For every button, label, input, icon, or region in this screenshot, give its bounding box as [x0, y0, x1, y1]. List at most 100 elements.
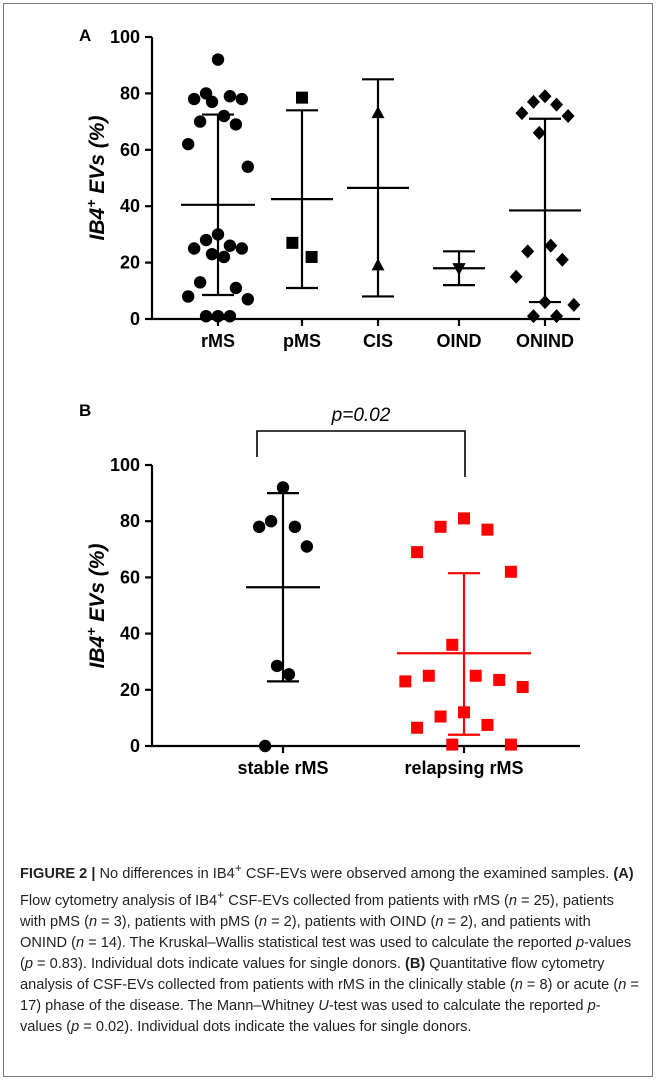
group-rms	[181, 53, 255, 323]
data-point	[561, 108, 575, 123]
figure-frame	[3, 3, 653, 1077]
data-point	[550, 97, 564, 112]
group-stable-rms	[246, 481, 320, 753]
data-point	[526, 309, 540, 324]
data-point	[399, 675, 412, 688]
panel-a-y-axis-title: IB4+ EVs (%)	[83, 116, 109, 241]
group-cis	[347, 78, 409, 298]
panel-b-marks	[246, 481, 531, 753]
panel-a-letter: A	[79, 26, 91, 45]
data-point	[305, 250, 318, 263]
data-point	[481, 523, 494, 536]
x-tick-label: stable rMS	[237, 758, 328, 778]
data-point	[411, 546, 424, 559]
y-tick-label: 80	[120, 511, 140, 531]
data-point	[481, 718, 494, 731]
y-tick-label: 0	[130, 309, 140, 329]
data-point	[509, 269, 523, 284]
data-point	[521, 244, 535, 259]
x-tick-label: ONIND	[516, 331, 574, 351]
data-point	[252, 520, 266, 534]
y-tick-label: 40	[120, 196, 140, 216]
y-tick-label: 20	[120, 253, 140, 273]
data-point	[516, 680, 529, 693]
data-point	[217, 109, 231, 123]
significance-bracket	[256, 430, 466, 477]
data-point	[469, 669, 482, 682]
data-point	[205, 247, 219, 261]
panel-a-marks	[181, 53, 581, 324]
data-point	[199, 233, 213, 247]
x-tick-label: CIS	[363, 331, 393, 351]
data-point	[211, 309, 225, 323]
group-relapsing-rms	[397, 512, 531, 751]
caption-title: FIGURE 2 |	[20, 865, 96, 882]
data-point	[538, 295, 552, 310]
data-point	[286, 236, 299, 249]
data-point	[371, 258, 385, 271]
y-tick-label: 0	[130, 736, 140, 756]
data-point	[532, 125, 546, 140]
data-point	[229, 281, 243, 295]
data-point	[235, 92, 249, 106]
data-point	[452, 263, 466, 276]
data-point	[264, 515, 278, 528]
data-point	[515, 106, 529, 121]
x-tick-label: rMS	[201, 331, 235, 351]
data-point	[199, 309, 213, 323]
data-point	[538, 89, 552, 104]
data-point	[223, 90, 237, 103]
data-point	[504, 738, 517, 751]
group-onind	[509, 89, 581, 324]
y-tick-label: 20	[120, 680, 140, 700]
x-tick-label: OIND	[437, 331, 482, 351]
data-point	[282, 668, 296, 681]
panel-b-letter: B	[79, 401, 91, 420]
y-tick-label: 60	[120, 567, 140, 587]
figure-caption: FIGURE 2 | No differences in IB4+ CSF-EV…	[20, 861, 639, 1036]
panel-b: B 0 20 40 60 80 100 stable rMS relapsing rMS IB…	[79, 401, 580, 778]
data-point	[422, 669, 435, 682]
data-point	[526, 94, 540, 109]
data-point	[270, 659, 284, 673]
p-value-annotation: p=0.02	[331, 405, 391, 426]
data-point	[555, 252, 569, 267]
data-point	[217, 250, 231, 264]
data-point	[550, 309, 564, 324]
data-point	[211, 53, 225, 66]
y-tick-label: 40	[120, 624, 140, 644]
data-point	[544, 238, 558, 253]
data-point	[187, 92, 201, 106]
data-point	[205, 95, 219, 109]
panel-a: A 0 20 40 60 80 100 rMS pMS CIS OIND ONIND IB4+ EV…	[79, 26, 581, 351]
data-point	[235, 242, 249, 255]
group-pms	[271, 91, 333, 290]
data-point	[223, 309, 237, 323]
caption-panel-b: (B)	[404, 956, 426, 973]
data-point	[371, 106, 385, 119]
data-point	[258, 739, 272, 753]
data-point	[288, 520, 302, 534]
data-point	[411, 721, 424, 734]
data-point	[223, 239, 237, 252]
y-tick-label: 80	[120, 83, 140, 103]
data-point	[193, 115, 207, 128]
data-point	[229, 118, 243, 131]
panel-b-axes: 0 20 40 60 80 100 stable rMS relapsing rMS	[110, 455, 580, 778]
data-point	[567, 297, 581, 312]
caption-panel-a: (A)	[613, 865, 634, 882]
data-point	[434, 520, 447, 533]
data-point	[187, 242, 201, 255]
group-oind	[433, 250, 485, 287]
data-point	[434, 710, 447, 723]
x-tick-label: relapsing rMS	[404, 758, 523, 778]
data-point	[458, 706, 470, 719]
data-point	[446, 638, 459, 651]
data-point	[276, 481, 290, 494]
panel-b-y-axis-title: IB4+ EVs (%)	[83, 544, 109, 669]
y-tick-label: 100	[110, 455, 140, 475]
data-point	[241, 293, 255, 306]
panel-a-axes: 0 20 40 60 80 100 rMS pMS CIS OIND ONIND	[110, 27, 580, 351]
data-point	[193, 276, 207, 289]
data-point	[458, 512, 470, 525]
